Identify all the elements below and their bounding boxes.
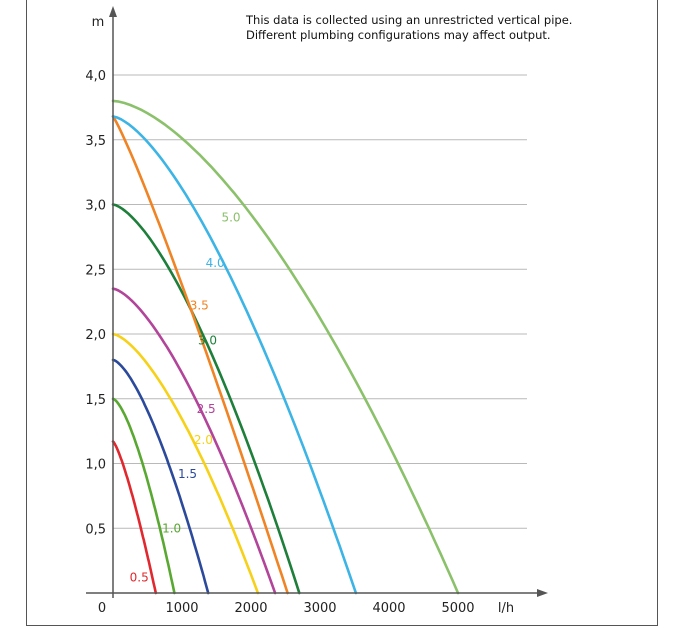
note-line-2: Different plumbing configurations may af…: [246, 28, 551, 42]
series-line-1.5: [111, 358, 210, 595]
tick-labels: 0,5 1,0 1,5 2,0 2,5 3,0 3,5 4,0 0 1000 2000 3000 400…: [85, 69, 474, 616]
series-line-4.0: [111, 115, 358, 595]
x-tick-label: 1000: [165, 601, 198, 616]
series-line-0.5: [111, 440, 158, 595]
y-axis-label: m: [92, 15, 105, 30]
curve-label-2.0: 2.0: [194, 433, 213, 447]
y-tick-label: 2,5: [85, 263, 106, 278]
x-tick-label: 3000: [303, 601, 336, 616]
y-tick-label: 3,5: [85, 134, 106, 149]
y-tick-label: 3,0: [85, 199, 106, 214]
chart-frame: [26, 0, 658, 626]
x-axis-label: l/h: [498, 601, 514, 616]
curve-label-1.5: 1.5: [178, 467, 197, 481]
series-line-2.5: [111, 287, 277, 595]
series-line-3.5: [111, 115, 289, 595]
y-tick-label: 1,5: [85, 393, 106, 408]
note-line-1: This data is collected using an unrestri…: [246, 13, 573, 27]
curve-label-4.0: 4.0: [206, 256, 225, 270]
curve-label-1.0: 1.0: [162, 521, 181, 535]
y-tick-label: 4,0: [85, 69, 106, 84]
curve-label-2.5: 2.5: [197, 402, 216, 416]
y-tick-label: 2,0: [85, 328, 106, 343]
series-line-5.0: [111, 99, 460, 595]
x-axis-arrow-icon: [537, 589, 548, 597]
y-tick-label: 0,5: [85, 522, 106, 537]
axes: m l/h: [86, 6, 548, 616]
series-line-2.0: [111, 332, 260, 595]
y-axis-arrow-icon: [109, 6, 117, 17]
grid-lines: [113, 74, 527, 529]
curve-labels: 0.5 1.0 1.5 2.0 2.5 3.0 3.5 4.0 5.0: [130, 210, 241, 584]
curve-label-3.5: 3.5: [190, 299, 209, 313]
x-tick-label: 2000: [234, 601, 267, 616]
x-tick-label: 0: [98, 601, 106, 616]
series-line-1.0: [111, 397, 176, 595]
chart-note: This data is collected using an unrestri…: [246, 13, 572, 43]
x-tick-label: 5000: [441, 601, 474, 616]
series-curves: [111, 99, 460, 595]
series-line-3.0: [111, 203, 301, 595]
y-tick-label: 1,0: [85, 458, 106, 473]
curve-label-3.0: 3.0: [198, 333, 217, 347]
curve-label-5.0: 5.0: [221, 210, 240, 224]
x-tick-label: 4000: [372, 601, 405, 616]
curve-label-0.5: 0.5: [130, 570, 149, 584]
